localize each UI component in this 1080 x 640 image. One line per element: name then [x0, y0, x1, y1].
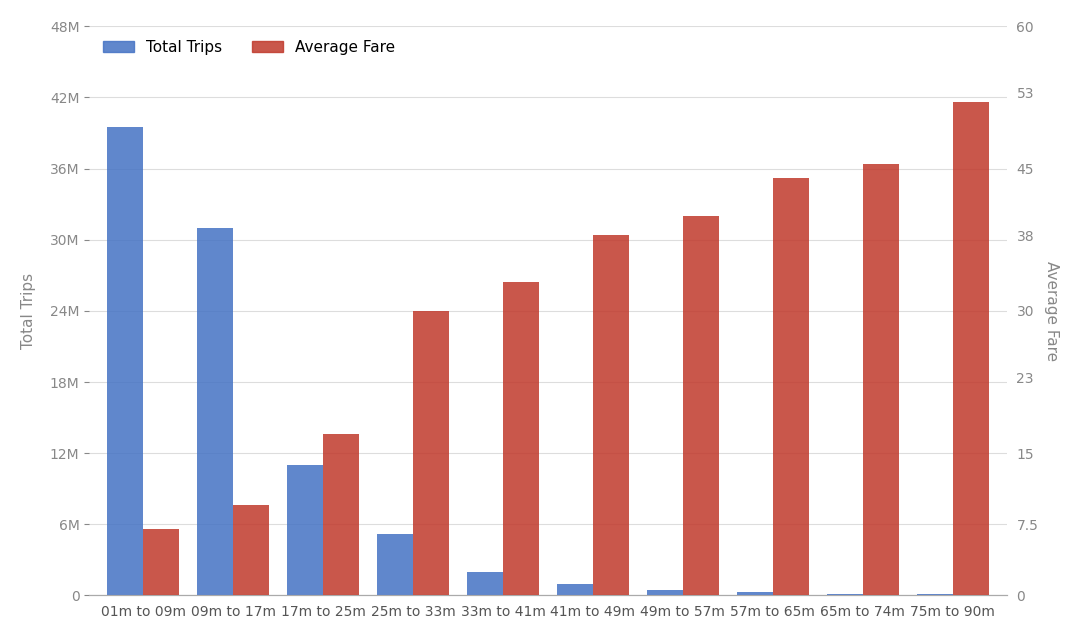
- Bar: [503, 282, 539, 595]
- Bar: [377, 534, 413, 595]
- Bar: [233, 506, 269, 595]
- Bar: [593, 235, 629, 595]
- Bar: [827, 594, 863, 595]
- Bar: [413, 311, 449, 595]
- Bar: [467, 572, 503, 595]
- Bar: [323, 434, 359, 595]
- Bar: [287, 465, 323, 595]
- Bar: [557, 584, 593, 595]
- Bar: [953, 102, 989, 595]
- Legend: Total Trips, Average Fare: Total Trips, Average Fare: [97, 34, 402, 61]
- Y-axis label: Total Trips: Total Trips: [21, 273, 36, 349]
- Bar: [198, 228, 233, 595]
- Bar: [737, 593, 773, 595]
- Bar: [107, 127, 144, 595]
- Bar: [144, 529, 179, 595]
- Bar: [863, 164, 899, 595]
- Bar: [683, 216, 719, 595]
- Bar: [647, 589, 683, 595]
- Bar: [773, 178, 809, 595]
- Y-axis label: Average Fare: Average Fare: [1044, 261, 1059, 361]
